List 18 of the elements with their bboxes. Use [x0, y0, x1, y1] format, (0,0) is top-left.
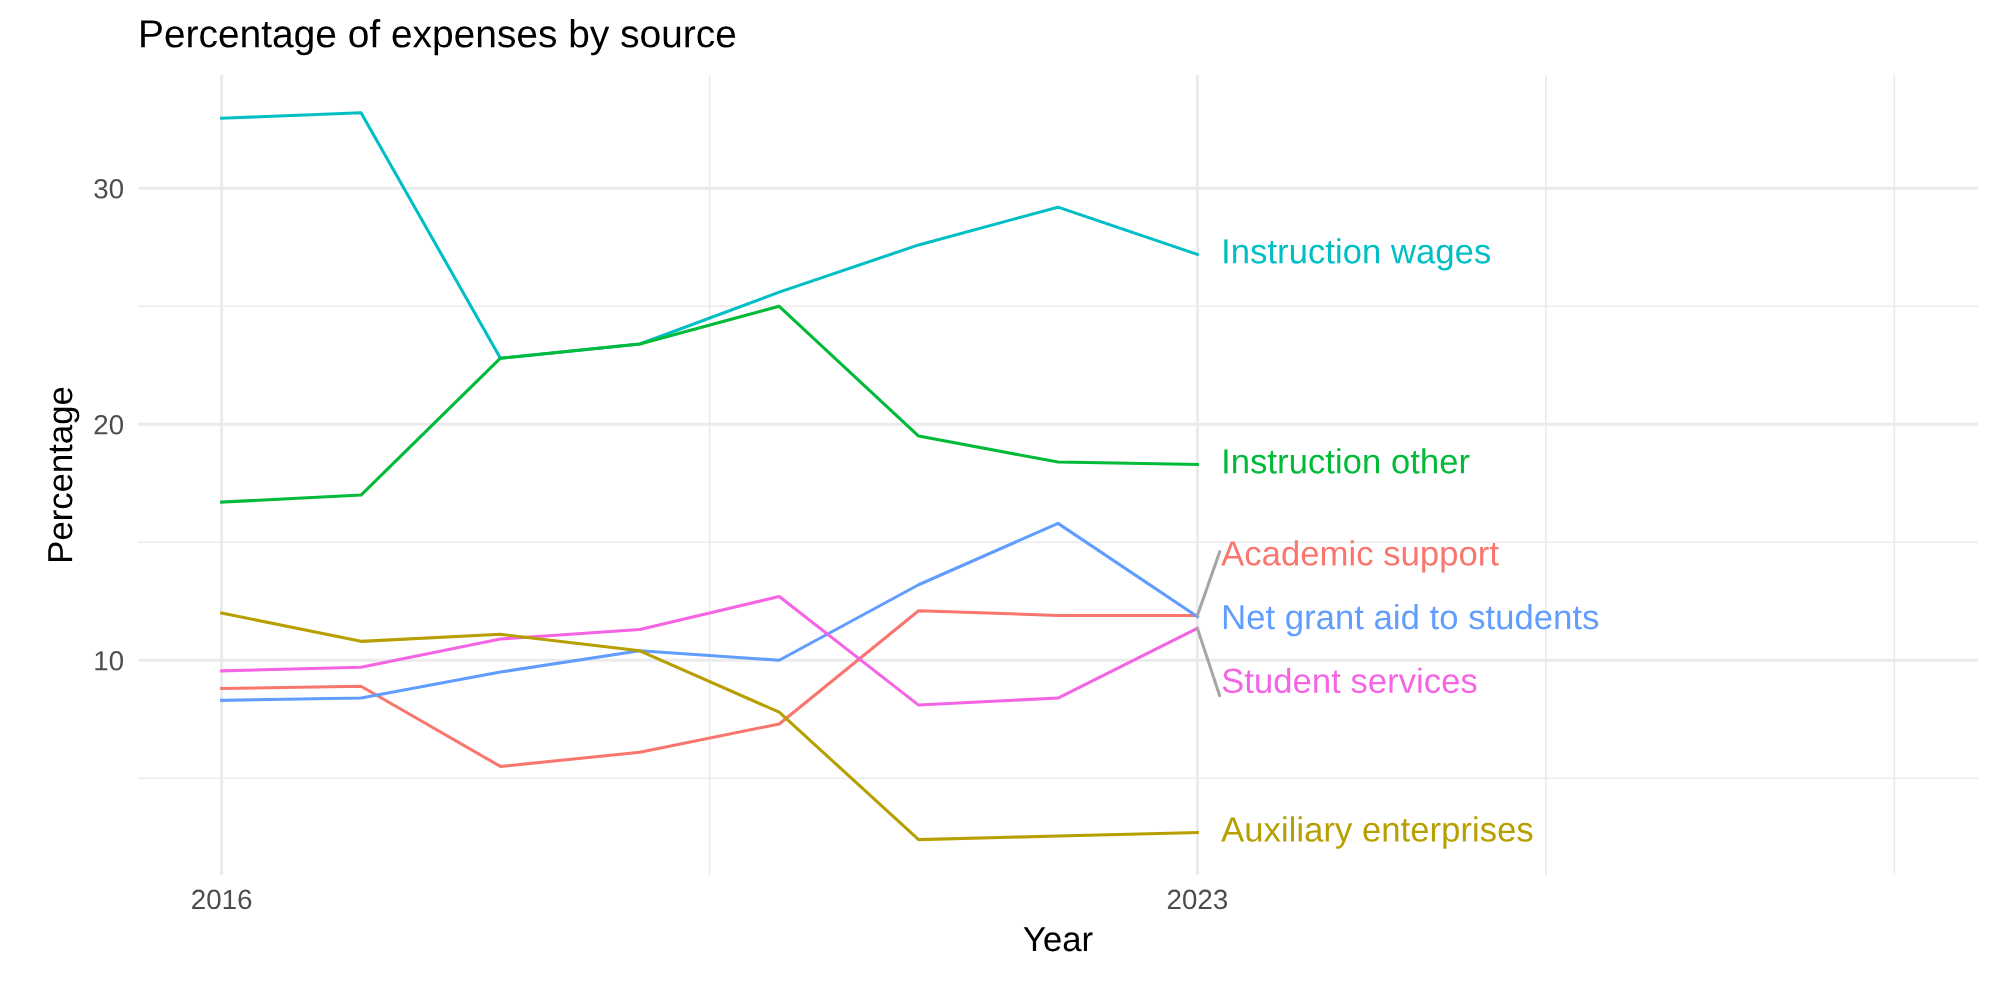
series-label: Auxiliary enterprises	[1221, 816, 1533, 849]
line-series	[220, 521, 1199, 702]
series-label: Net grant aid to students	[1223, 603, 1599, 637]
chart-title: Percentage of expenses by source	[141, 19, 736, 56]
x-tick-label: 2016	[192, 889, 252, 910]
x-axis-title: Year	[1023, 927, 1093, 952]
y-tick-label: 10	[95, 650, 124, 671]
line-series	[220, 595, 1199, 707]
series-label: Instruction other	[1224, 448, 1470, 474]
series-label: Instruction wages	[1224, 238, 1491, 271]
series-label: Academic support	[1221, 540, 1499, 573]
y-tick-label: 30	[94, 178, 124, 199]
series-label: Student services	[1222, 667, 1477, 694]
line-series	[220, 304, 1199, 504]
line-series	[220, 611, 1199, 842]
y-axis-title: Percentage	[48, 387, 80, 561]
x-tick-label: 2023	[1167, 889, 1228, 910]
y-tick-label: 20	[94, 414, 124, 435]
